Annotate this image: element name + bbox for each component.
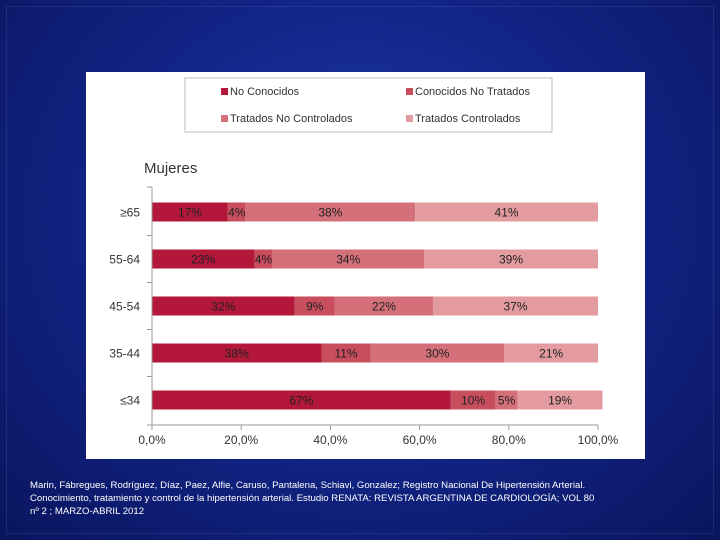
bar-label-3-2: 30% [425,347,449,361]
bar-4-3 [517,390,603,410]
bars: 17% 4% 38% 41% 23% 4% 34% 39% 32% 9% 22% 37% 38% 11% 3… [152,202,603,410]
category-label-4: ≤34 [120,394,140,408]
bar-2-0 [152,296,295,316]
legend-box [184,77,553,133]
category-label-3: 35-44 [109,347,140,361]
citation-line-2: Conocimiento, tratamiento y control de l… [30,493,595,504]
category-label-0: ≥65 [120,206,140,220]
bar-1-2 [272,249,425,269]
bar-label-0-2: 38% [318,206,342,220]
x-tick-label-0: 0,0% [138,433,166,447]
bar-2-2 [334,296,433,316]
legend-label-3: Tratados Controlados [415,113,521,125]
chart-panel: No Conocidos Conocidos No Tratados Tratado… [86,72,645,459]
bar-label-1-1: 4% [255,253,273,267]
bar-label-3-1: 11% [334,347,357,361]
bar-label-1-3: 39% [499,253,523,267]
x-tick-label-2: 40,0% [313,433,347,447]
chart-title: Mujeres [144,160,197,177]
bar-0-0 [152,202,228,222]
bar-3-2 [370,343,505,363]
bar-label-2-3: 37% [503,300,527,314]
bar-label-2-1: 9% [306,300,324,314]
x-tick-label-4: 80,0% [492,433,526,447]
legend-swatch-0 [221,88,228,95]
citation-line-3: nº 2 ; MARZO-ABRIL 2012 [30,506,145,517]
bar-label-2-2: 22% [372,300,396,314]
bar-label-1-0: 23% [191,253,215,267]
bar-3-0 [152,343,322,363]
legend-label-2: Tratados No Controlados [230,113,353,125]
bar-3-1 [321,343,371,363]
axes: ≥65 55-64 45-54 35-44 ≤34 0,0% 20,0% 40,0% 60,0%… [109,186,619,447]
bar-label-0-3: 41% [495,206,519,220]
bar-label-0-0: 17% [178,206,202,220]
bar-label-4-2: 5% [498,394,516,408]
bar-0-2 [245,202,416,222]
slide-frame [6,6,714,534]
x-tick-label-3: 60,0% [403,433,437,447]
citation-line-1: Marin, Fábregues, Rodríguez, Díaz, Paez,… [30,480,586,491]
legend-swatch-2 [221,115,228,122]
bar-1-3 [424,249,598,269]
bar-label-4-1: 10% [461,394,485,408]
x-tick-label-1: 20,0% [224,433,258,447]
bar-3-3 [504,343,598,363]
bar-label-4-0: 67% [289,394,313,408]
bar-label-3-3: 21% [539,347,563,361]
category-label-1: 55-64 [109,253,140,267]
bar-4-2 [495,390,518,410]
legend: No Conocidos Conocidos No Tratados Tratado… [221,86,530,125]
bar-label-1-2: 34% [336,253,360,267]
citation: Marin, Fábregues, Rodríguez, Díaz, Paez,… [30,479,690,518]
bar-4-1 [450,390,496,410]
bar-label-2-0: 32% [211,300,235,314]
bar-0-1 [227,202,246,222]
legend-swatch-3 [406,115,413,122]
bar-label-3-0: 38% [225,347,249,361]
x-tick-label-5: 100,0% [578,433,619,447]
legend-swatch-1 [406,88,413,95]
legend-label-0: No Conocidos [230,86,300,98]
bar-1-0 [152,249,255,269]
stacked-bar-chart: No Conocidos Conocidos No Tratados Tratado… [109,77,619,447]
bar-1-1 [254,249,273,269]
bar-label-0-1: 4% [228,206,246,220]
bar-0-3 [415,202,598,222]
category-label-2: 45-54 [109,300,140,314]
bar-2-1 [294,296,335,316]
bar-2-3 [432,296,598,316]
legend-label-1: Conocidos No Tratados [415,86,530,98]
bar-4-0 [152,390,451,410]
bar-label-4-3: 19% [548,394,572,408]
